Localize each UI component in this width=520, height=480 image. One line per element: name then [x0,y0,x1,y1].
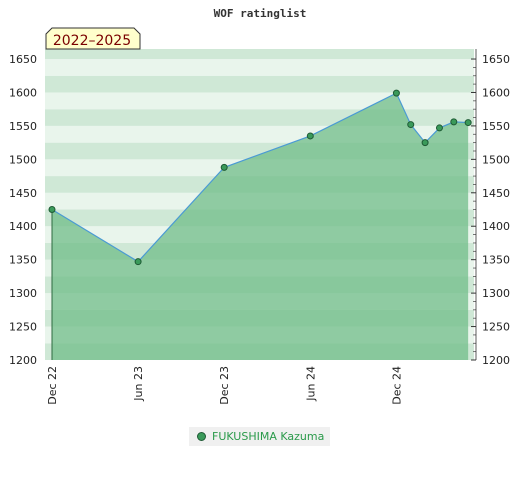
y-tick-label-right: 1350 [482,254,510,267]
grid-band [45,59,474,76]
y-tick-label-left: 1450 [9,187,37,200]
point-layer [48,89,472,266]
legend-marker-icon [197,432,206,441]
chart-title: WOF ratinglist [214,7,307,20]
data-point [134,258,142,266]
rating-area [52,93,469,360]
y-tick-label-left: 1250 [9,321,37,334]
axis-layer: 1200 1200 1250 1250 1300 1300 1350 1350 1400 1400… [9,49,510,405]
legend: FUKUSHIMA Kazuma [189,427,331,446]
y-tick-label-right: 1600 [482,86,510,99]
y-tick-label-left: 1400 [9,220,37,233]
data-point [435,124,443,132]
y-tick-label-left: 1650 [9,53,37,66]
legend-label: FUKUSHIMA Kazuma [212,430,325,443]
y-tick-label-right: 1650 [482,53,510,66]
period-badge-label: 2022–2025 [53,33,131,49]
y-tick-label-right: 1200 [482,354,510,367]
y-tick-label-right: 1250 [482,321,510,334]
y-tick-label-right: 1550 [482,120,510,133]
y-tick-label-left: 1500 [9,153,37,166]
data-point [48,206,56,214]
y-tick-label-right: 1300 [482,287,510,300]
period-badge: 2022–2025 [45,27,141,50]
data-point [392,89,400,97]
data-point [306,132,314,140]
y-tick-label-left: 1350 [9,254,37,267]
rating-line [51,92,469,263]
x-tick-label: Dec 24 [390,366,403,405]
data-point [407,121,415,129]
y-tick-label-right: 1500 [482,153,510,166]
y-tick-label-left: 1200 [9,354,37,367]
grid-band [45,75,474,93]
data-point [421,139,429,147]
x-tick-label: Jun 24 [304,366,317,402]
y-tick-label-left: 1550 [9,120,37,133]
data-point [464,119,472,127]
y-tick-label-left: 1600 [9,86,37,99]
x-tick-label: Dec 23 [218,366,231,405]
x-tick-label: Dec 22 [46,366,59,405]
data-point [220,163,228,171]
x-tick-label: Jun 23 [132,366,145,402]
y-tick-label-right: 1450 [482,187,510,200]
data-point [450,118,458,126]
y-tick-label-left: 1300 [9,287,37,300]
area-layer [51,92,469,360]
grid-band [45,49,474,60]
grid-band [45,92,474,110]
y-tick-label-right: 1400 [482,220,510,233]
